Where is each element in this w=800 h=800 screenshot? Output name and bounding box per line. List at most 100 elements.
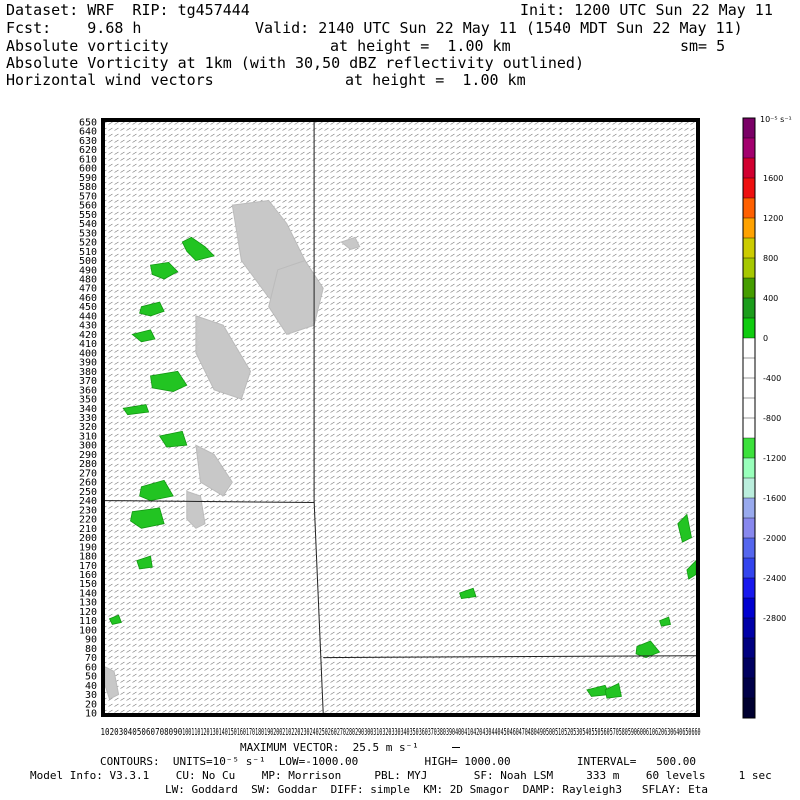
y-tick-label: 490 [79, 265, 97, 276]
y-tick-label: 320 [79, 422, 97, 433]
field3-height: at height = 1.00 km [345, 71, 526, 89]
x-tick-label: 530 [573, 727, 582, 738]
state-boundary [105, 500, 315, 503]
field1-sm: sm= 5 [680, 37, 726, 55]
y-tick-label: 140 [79, 589, 97, 600]
x-tick-label: 580 [619, 727, 628, 738]
colorbar-label: 800 [763, 254, 778, 263]
colorbar-swatch [742, 557, 756, 579]
colorbar-label: -1200 [763, 454, 786, 463]
vorticity-contour [659, 616, 671, 627]
y-tick-label: 100 [79, 625, 97, 636]
y-tick-label: 510 [79, 247, 97, 258]
x-tick-label: 130 [210, 727, 219, 738]
colorbar-swatch [742, 297, 756, 319]
colorbar-swatch [742, 337, 756, 359]
y-tick-label: 190 [79, 542, 97, 553]
x-tick-label: 340 [401, 727, 410, 738]
field2-name: Absolute Vorticity at 1km (with 30,50 dB… [6, 54, 584, 72]
x-tick-label: 360 [419, 727, 428, 738]
x-tick-label: 150 [228, 727, 237, 738]
state-boundary [313, 122, 324, 713]
x-tick-label: 40 [128, 727, 137, 738]
x-tick-label: 180 [255, 727, 264, 738]
x-tick-label: 220 [291, 727, 300, 738]
x-tick-label: 500 [546, 727, 555, 738]
y-tick-label: 420 [79, 330, 97, 341]
x-tick-label: 420 [473, 727, 482, 738]
vorticity-contour [604, 682, 622, 699]
x-tick-label: 50 [137, 727, 146, 738]
x-tick-label: 390 [446, 727, 455, 738]
colorbar-swatch [742, 177, 756, 199]
y-tick-label: 10 [85, 709, 97, 720]
x-tick-label: 170 [246, 727, 255, 738]
y-tick-label: 520 [79, 238, 97, 249]
x-tick-label: 590 [628, 727, 637, 738]
field1-height: at height = 1.00 km [330, 37, 511, 55]
reference-vector-icon [452, 747, 460, 748]
model-info-line: Model Info: V3.3.1 CU: No Cu MP: Morriso… [30, 769, 772, 782]
vorticity-contour [122, 404, 150, 416]
x-tick-label: 190 [264, 727, 273, 738]
y-tick-label: 240 [79, 496, 97, 507]
x-tick-label: 70 [155, 727, 164, 738]
y-tick-label: 20 [85, 699, 97, 710]
x-tick-label: 210 [282, 727, 291, 738]
x-tick-label: 650 [682, 727, 691, 738]
y-tick-label: 360 [79, 385, 97, 396]
y-tick-label: 570 [79, 191, 97, 202]
field1-name: Absolute vorticity [6, 37, 169, 55]
x-tick-label: 660 [692, 727, 701, 738]
reflectivity-region [105, 666, 120, 700]
x-tick-label: 270 [337, 727, 346, 738]
y-tick-label: 650 [79, 118, 97, 129]
y-tick-label: 580 [79, 182, 97, 193]
reflectivity-region [340, 236, 361, 250]
y-tick-label: 90 [85, 635, 97, 646]
colorbar-swatch [742, 697, 756, 719]
y-tick-label: 200 [79, 533, 97, 544]
colorbar-swatch [742, 637, 756, 659]
y-tick-label: 60 [85, 662, 97, 673]
y-tick-label: 600 [79, 164, 97, 175]
y-tick-label: 640 [79, 127, 97, 138]
model-info-line-2: LW: Goddard SW: Goddar DIFF: simple KM: … [165, 783, 709, 796]
y-tick-label: 370 [79, 376, 97, 387]
y-tick-label: 430 [79, 321, 97, 332]
y-tick-label: 220 [79, 515, 97, 526]
colorbar-label: 0 [763, 334, 768, 343]
x-tick-label: 430 [482, 727, 491, 738]
fcst-line: Fcst: 9.68 h [6, 19, 142, 37]
y-tick-label: 440 [79, 311, 97, 322]
x-tick-label: 10 [101, 727, 110, 738]
x-tick-label: 450 [501, 727, 510, 738]
colorbar-swatch [742, 117, 756, 139]
y-tick-label: 170 [79, 561, 97, 572]
colorbar-swatch [742, 397, 756, 419]
colorbar-frame [742, 117, 756, 719]
colorbar-swatch [742, 357, 756, 379]
x-tick-label: 310 [373, 727, 382, 738]
y-tick-label: 180 [79, 552, 97, 563]
vorticity-contour [150, 261, 179, 280]
y-tick-label: 260 [79, 478, 97, 489]
x-tick-label: 320 [382, 727, 391, 738]
x-tick-label: 380 [437, 727, 446, 738]
valid-line: Valid: 2140 UTC Sun 22 May 11 (1540 MDT … [255, 19, 743, 37]
colorbar-swatch [742, 597, 756, 619]
colorbar-swatch [742, 137, 756, 159]
y-tick-label: 330 [79, 413, 97, 424]
reflectivity-region [195, 444, 233, 497]
vorticity-contour [136, 555, 153, 570]
y-tick-label: 160 [79, 570, 97, 581]
y-tick-label: 500 [79, 256, 97, 267]
vorticity-contour [677, 513, 692, 543]
reflectivity-region [186, 490, 206, 529]
colorbar-swatch [742, 317, 756, 339]
colorbar-label: -1600 [763, 494, 786, 503]
y-tick-label: 480 [79, 275, 97, 286]
x-tick-label: 470 [519, 727, 528, 738]
y-tick-label: 230 [79, 505, 97, 516]
